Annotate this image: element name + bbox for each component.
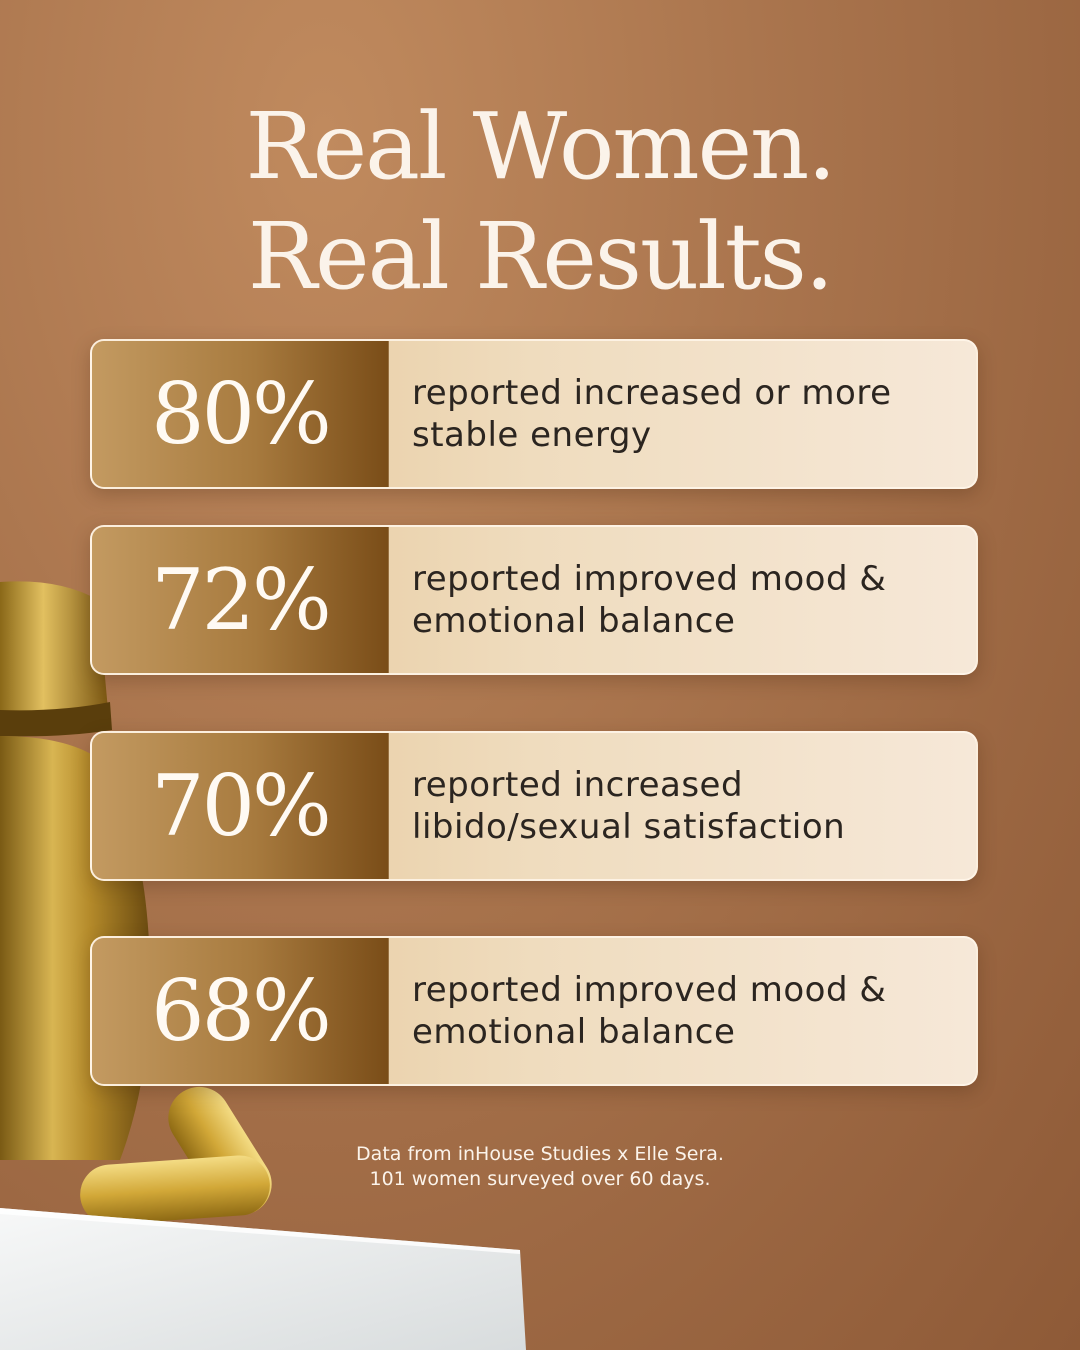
stat-percent: 68% bbox=[92, 938, 389, 1084]
stat-card: 70% reported increased libido/sexual sat… bbox=[90, 731, 978, 881]
stat-description-line: reported increased or more bbox=[412, 373, 892, 413]
headline-line-2: Real Results. bbox=[247, 203, 834, 310]
stat-card: 68% reported improved mood & emotional b… bbox=[90, 936, 978, 1086]
stat-description-line: stable energy bbox=[412, 415, 652, 455]
source-note-line-2: 101 women surveyed over 60 days. bbox=[369, 1168, 711, 1190]
stat-description: reported increased libido/sexual satisfa… bbox=[412, 733, 962, 879]
stat-card: 72% reported improved mood & emotional b… bbox=[90, 525, 978, 675]
stat-percent: 80% bbox=[92, 341, 389, 487]
stat-description-line: reported improved mood & bbox=[412, 559, 887, 599]
stat-description-line: reported improved mood & bbox=[412, 970, 887, 1010]
source-note-line-1: Data from inHouse Studies x Elle Sera. bbox=[356, 1143, 724, 1165]
source-note: Data from inHouse Studies x Elle Sera. 1… bbox=[0, 1142, 1080, 1192]
stat-description: reported improved mood & emotional balan… bbox=[412, 938, 962, 1084]
capsule-icon bbox=[80, 1155, 270, 1225]
stat-percent: 70% bbox=[92, 733, 389, 879]
stat-description-line: libido/sexual satisfaction bbox=[412, 807, 846, 847]
stat-description: reported increased or more stable energy bbox=[412, 341, 962, 487]
stat-description-line: emotional balance bbox=[412, 601, 736, 641]
headline-line-1: Real Women. bbox=[245, 93, 836, 200]
stat-percent: 72% bbox=[92, 527, 389, 673]
stat-description-line: reported increased bbox=[412, 765, 744, 805]
stat-description-line: emotional balance bbox=[412, 1012, 736, 1052]
stat-card: 80% reported increased or more stable en… bbox=[90, 339, 978, 489]
headline: Real Women. Real Results. bbox=[0, 92, 1080, 312]
stat-description: reported improved mood & emotional balan… bbox=[412, 527, 962, 673]
